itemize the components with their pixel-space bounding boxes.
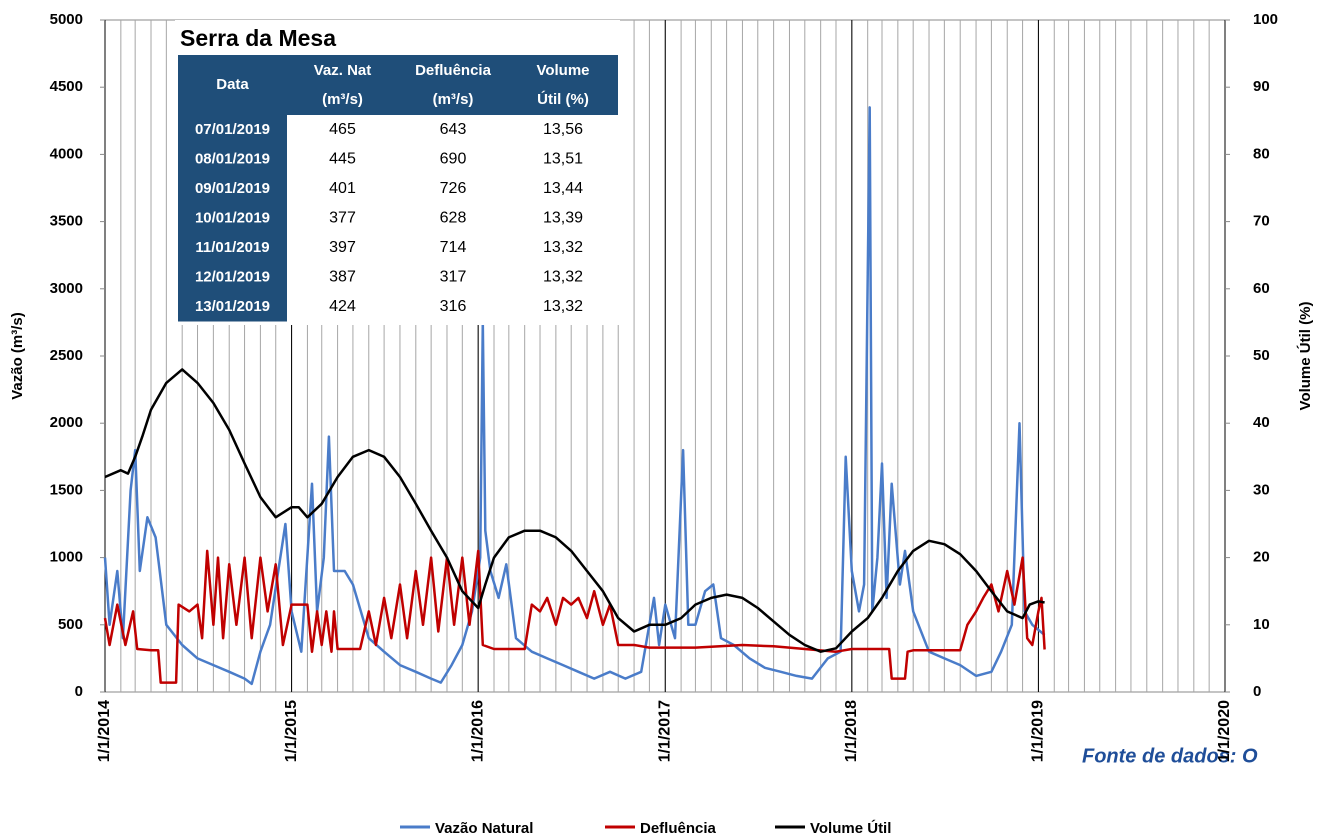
table-date-cell <box>178 233 287 263</box>
series-line <box>104 368 1045 653</box>
table-cell: 13/01/2019 <box>195 298 270 315</box>
table-title: Serra da Mesa <box>180 25 336 51</box>
x-tick-label: 1/1/2015 <box>283 700 300 762</box>
legend-label: Defluência <box>640 820 717 834</box>
table-cell: 690 <box>440 151 467 168</box>
x-tick-label: 1/1/2018 <box>843 700 860 762</box>
y2-tick-label: 50 <box>1253 347 1270 364</box>
x-tick-label: 1/1/2014 <box>96 700 113 762</box>
table-cell: 10/01/2019 <box>195 209 270 226</box>
table-cell: 397 <box>329 239 356 256</box>
table-cell: 13,32 <box>543 239 583 256</box>
table-header: Defluência <box>415 62 492 79</box>
table-cell: 12/01/2019 <box>195 268 270 285</box>
table-cell: 643 <box>440 121 467 138</box>
y2-axis-title: Volume Útil (%) <box>1296 302 1314 411</box>
table-date-cell <box>178 174 287 204</box>
table-cell: 628 <box>440 210 467 227</box>
table-header: (m³/s) <box>322 91 363 108</box>
x-tick-label: 1/1/2019 <box>1030 700 1047 762</box>
table-cell: 387 <box>329 269 356 286</box>
table-cell: 465 <box>329 121 356 138</box>
table-cell: 445 <box>329 151 356 168</box>
table-header: Data <box>216 76 249 93</box>
table-header: (m³/s) <box>433 91 474 108</box>
table-header: Volume <box>536 62 589 79</box>
y-tick-label: 2000 <box>50 414 83 431</box>
y-tick-label: 1000 <box>50 549 83 566</box>
table-header: Útil (%) <box>537 90 589 108</box>
table-cell: 424 <box>329 298 356 315</box>
y2-tick-label: 20 <box>1253 549 1270 566</box>
y-tick-label: 0 <box>75 683 83 700</box>
x-tick-label: 1/1/2020 <box>1216 700 1233 762</box>
table-cell: 08/01/2019 <box>195 150 270 167</box>
y2-tick-label: 80 <box>1253 145 1270 162</box>
source-note: Fonte de dados: O <box>1082 745 1258 767</box>
y-tick-label: 3000 <box>50 280 83 297</box>
table-cell: 13,39 <box>543 210 583 227</box>
series-line <box>103 106 1046 686</box>
table-cell: 11/01/2019 <box>195 239 269 256</box>
x-tick-label: 1/1/2017 <box>656 700 673 762</box>
table-cell: 317 <box>440 269 467 286</box>
y2-tick-label: 70 <box>1253 213 1270 230</box>
y-tick-label: 2500 <box>50 347 83 364</box>
table-header-bg <box>178 55 618 115</box>
table-cell: 13,51 <box>543 151 583 168</box>
info-table: Serra da Mesa Data Vaz. Nat (m³/s) Defluênci… <box>175 20 620 325</box>
y-axis-title: Vazão (m³/s) <box>9 312 26 400</box>
y-tick-label: 5000 <box>50 11 83 28</box>
y-tick-label: 500 <box>58 616 83 633</box>
table-cell: 13,44 <box>543 180 583 197</box>
table-cell: 13,56 <box>543 121 583 138</box>
table-cell: 07/01/2019 <box>195 121 270 138</box>
legend-label: Volume Útil <box>810 819 891 834</box>
y-tick-label: 1500 <box>50 481 83 498</box>
table-date-cell <box>178 262 287 292</box>
table-header: Vaz. Nat <box>314 62 372 79</box>
legend-label: Vazão Natural <box>435 820 533 834</box>
table-cell: 09/01/2019 <box>195 180 270 197</box>
lines <box>103 106 1046 686</box>
table-date-cell <box>178 144 287 174</box>
y2-tick-label: 60 <box>1253 280 1270 297</box>
table-date-cell <box>178 292 287 322</box>
table-cell: 377 <box>329 210 356 227</box>
y2-tick-label: 10 <box>1253 616 1270 633</box>
table-cell: 714 <box>440 239 467 256</box>
table-cell: 726 <box>440 180 467 197</box>
y-tick-label: 4000 <box>50 145 83 162</box>
y-tick-label: 3500 <box>50 213 83 230</box>
table-date-cell <box>178 115 287 145</box>
table-date-cell <box>178 203 287 233</box>
y2-tick-label: 90 <box>1253 78 1270 95</box>
series-line <box>103 549 1046 684</box>
y2-tick-label: 0 <box>1253 683 1261 700</box>
x-tick-label: 1/1/2016 <box>469 700 486 762</box>
y2-tick-label: 40 <box>1253 414 1270 431</box>
y-tick-label: 4500 <box>50 78 83 95</box>
table-cell: 13,32 <box>543 298 583 315</box>
table-cell: 401 <box>329 180 356 197</box>
y2-tick-label: 100 <box>1253 11 1278 28</box>
y2-tick-label: 30 <box>1253 481 1270 498</box>
table-cell: 316 <box>440 298 467 315</box>
table-cell: 13,32 <box>543 269 583 286</box>
